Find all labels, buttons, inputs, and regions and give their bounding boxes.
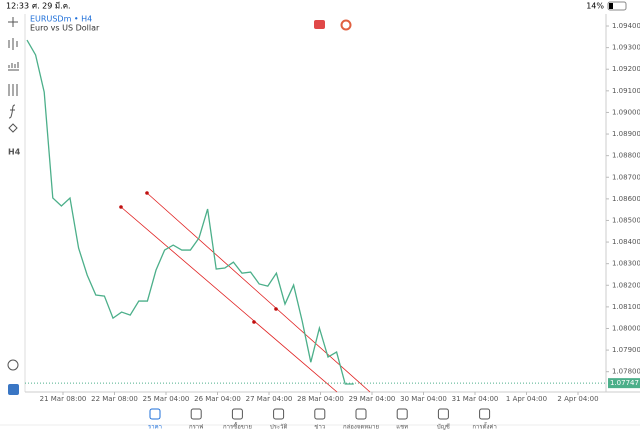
nav-label[interactable]: การซื้อขาย <box>223 421 252 431</box>
nav-icon[interactable] <box>231 408 243 420</box>
handle[interactable] <box>119 205 123 209</box>
nav-icon[interactable] <box>437 408 449 420</box>
nav-label[interactable]: ราคา <box>148 424 162 431</box>
y-tick-label: 1.08300 <box>612 260 640 268</box>
y-tick-label: 1.09200 <box>612 65 640 73</box>
x-tick-label: 30 Mar 04:00 <box>400 395 447 403</box>
y-tick-label: 1.08800 <box>612 152 640 160</box>
nav-icon[interactable] <box>479 408 491 420</box>
x-tick-label: 25 Mar 04:00 <box>143 395 190 403</box>
nav-icon[interactable] <box>355 408 367 420</box>
search-tool[interactable] <box>7 359 19 371</box>
y-tick-label: 1.08100 <box>612 303 640 311</box>
y-tick-label: 1.07800 <box>612 368 640 376</box>
indicators-tool[interactable] <box>8 84 18 96</box>
x-tick-label: 22 Mar 08:00 <box>91 395 138 403</box>
left-toolbar <box>7 17 19 371</box>
y-tick-label: 1.08400 <box>612 238 640 246</box>
y-tick-label: 1.09100 <box>612 87 640 95</box>
function-tool[interactable] <box>8 104 16 119</box>
trade-button[interactable] <box>8 384 19 395</box>
symbol[interactable]: EURUSDm • H4 <box>30 15 92 24</box>
symbol-description: Euro vs US Dollar <box>30 24 100 33</box>
last-price-box <box>608 378 640 389</box>
status-time: 12:33 <box>6 2 29 11</box>
nav-icon[interactable] <box>190 408 202 420</box>
handle[interactable] <box>252 320 256 324</box>
y-tick-label: 1.08500 <box>612 216 640 224</box>
one-click-trading[interactable] <box>314 20 325 29</box>
trend-lines <box>120 192 371 393</box>
y-tick-label: 1.09000 <box>612 108 640 116</box>
last-price-label: 1.07747 <box>610 379 639 387</box>
x-tick-label: 1 Apr 04:00 <box>506 395 547 403</box>
nav-icon[interactable] <box>273 408 285 420</box>
nav-icon[interactable] <box>396 408 408 420</box>
price-line <box>26 39 354 385</box>
x-tick-label: 28 Mar 04:00 <box>297 395 344 403</box>
nav-label[interactable]: กราฟ <box>189 424 203 431</box>
x-tick-label: 2 Apr 04:00 <box>557 395 598 403</box>
trend-line[interactable] <box>120 206 338 393</box>
timeframe-button[interactable]: H4 <box>8 148 21 157</box>
y-tick-label: 1.08700 <box>612 173 640 181</box>
status-date: ศ. 29 มี.ค. <box>32 2 71 11</box>
chart-type-tool[interactable] <box>8 38 18 50</box>
chart-indicator[interactable] <box>340 19 352 31</box>
handle[interactable] <box>274 307 278 311</box>
handle[interactable] <box>145 191 149 195</box>
nav-icon[interactable] <box>314 408 326 420</box>
battery-icon <box>607 1 627 11</box>
x-tick-label: 26 Mar 04:00 <box>194 395 241 403</box>
nav-label[interactable]: ประวัติ <box>270 424 288 431</box>
nav-label[interactable]: กล่องจดหมาย <box>343 424 379 431</box>
objects-tool[interactable] <box>8 123 18 133</box>
trend-line-handles <box>119 191 278 324</box>
nav-label[interactable]: แชท <box>396 424 408 431</box>
y-tick-label: 1.07900 <box>612 346 640 354</box>
y-tick-label: 1.09400 <box>612 22 640 30</box>
nav-label[interactable]: การตั้งค่า <box>472 421 496 431</box>
x-tick-label: 31 Mar 04:00 <box>452 395 499 403</box>
y-tick-label: 1.09300 <box>612 44 640 52</box>
y-tick-label: 1.08000 <box>612 324 640 332</box>
x-tick-label: 27 Mar 04:00 <box>246 395 293 403</box>
y-tick-label: 1.08600 <box>612 195 640 203</box>
y-tick-label: 1.08200 <box>612 281 640 289</box>
trend-line[interactable] <box>146 192 371 393</box>
battery-level <box>609 3 613 9</box>
x-tick-label: 29 Mar 04:00 <box>349 395 396 403</box>
nav-label[interactable]: ข่าว <box>314 424 325 431</box>
nav-label[interactable]: บัญชี <box>437 423 450 431</box>
status-battery: 14% <box>586 2 604 11</box>
volume-tool[interactable] <box>8 62 19 71</box>
nav-icon[interactable] <box>149 408 161 420</box>
x-tick-label: 21 Mar 08:00 <box>40 395 87 403</box>
y-tick-label: 1.08900 <box>612 130 640 138</box>
crosshair-tool[interactable] <box>8 17 18 27</box>
